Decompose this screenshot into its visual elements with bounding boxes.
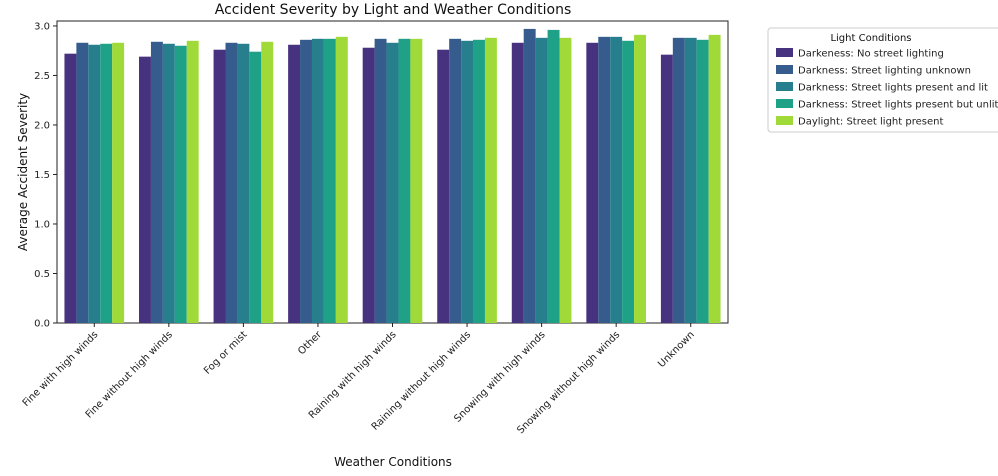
bar-series-1-cat-0 (76, 42, 89, 323)
legend-swatch-2 (776, 82, 793, 91)
bar-series-2-cat-0 (88, 44, 101, 323)
legend-frame (767, 27, 998, 133)
legend-swatch-4 (776, 116, 793, 125)
bar-series-3-cat-0 (100, 43, 113, 324)
bar-series-4-cat-4 (410, 38, 423, 323)
bar-series-4-cat-0 (112, 42, 125, 323)
y-tick-label-6: 3.0 (34, 21, 50, 32)
x-axis-label: Weather Conditions (334, 455, 452, 469)
bar-series-1-cat-5 (449, 38, 462, 323)
x-tick-label-4: Raining with high winds (307, 329, 399, 421)
bar-series-4-cat-3 (335, 36, 348, 324)
bar-series-0-cat-2 (213, 49, 226, 324)
bar-series-2-cat-2 (237, 43, 250, 324)
bar-series-1-cat-6 (523, 28, 536, 323)
bar-series-3-cat-5 (473, 39, 485, 324)
x-tick-label-0: Fine with high winds (21, 329, 101, 409)
x-tick-label-8: Unknown (656, 329, 697, 370)
plot-area: 0.0 0.5 1.0 1.5 2.0 2.5 3.0 Fine with high win… (21, 20, 729, 436)
bar-series-1-cat-4 (374, 38, 387, 323)
bar-series-2-cat-8 (684, 37, 697, 323)
x-tick-label-2: Fog or mist (202, 329, 250, 377)
y-tick-label-1: 0.5 (34, 269, 50, 280)
bar-series-0-cat-6 (511, 42, 524, 323)
bar-series-1-cat-7 (598, 36, 611, 324)
legend-title: Light Conditions (830, 33, 911, 44)
y-tick-label-5: 2.5 (34, 71, 50, 82)
legend-swatch-3 (776, 99, 793, 108)
bar-series-0-cat-5 (437, 49, 450, 324)
bar-series-3-cat-8 (696, 39, 709, 324)
bar-series-3-cat-6 (547, 29, 560, 323)
chart-title: Accident Severity by Light and Weather C… (215, 2, 572, 18)
bar-series-1-cat-1 (150, 41, 163, 323)
legend-items: Darkeness: No street lighting Darkness: S… (776, 48, 998, 128)
legend-swatch-0 (776, 48, 793, 57)
bar-series-3-cat-4 (398, 38, 411, 323)
y-axis-label: Average Accident Severity (16, 93, 30, 251)
bar-series-0-cat-8 (660, 54, 673, 324)
bar-series-4-cat-7 (634, 34, 646, 324)
bar-series-1-cat-3 (300, 39, 312, 324)
bar-series-3-cat-1 (174, 45, 187, 323)
y-tick-label-4: 2.0 (34, 120, 50, 131)
bar-series-0-cat-4 (362, 47, 375, 323)
bar-series-4-cat-8 (708, 34, 721, 324)
bar-series-3-cat-3 (323, 38, 336, 323)
bar-series-0-cat-3 (288, 44, 301, 323)
legend-swatch-1 (776, 65, 793, 74)
bar-series-1-cat-2 (225, 42, 238, 323)
x-tick-label-1: Fine without high winds (84, 329, 175, 420)
legend-label-0: Darkeness: No street lighting (798, 49, 944, 60)
bar-series-3-cat-2 (249, 51, 262, 323)
bar-series-2-cat-1 (162, 43, 175, 324)
legend-label-2: Darkness: Street lights present and lit (798, 83, 988, 94)
bar-series-4-cat-1 (186, 40, 199, 324)
bar-series-4-cat-5 (484, 37, 497, 323)
bar-series-2-cat-3 (311, 38, 324, 323)
bar-series-2-cat-5 (461, 40, 474, 324)
bars-layer (64, 28, 721, 324)
bar-series-2-cat-6 (535, 37, 548, 323)
legend: Light Conditions Darkeness: No street li… (767, 27, 998, 133)
y-tick-label-0: 0.0 (34, 319, 50, 330)
bar-series-3-cat-7 (622, 40, 635, 324)
bar-series-4-cat-6 (559, 37, 572, 323)
bar-series-0-cat-0 (64, 53, 77, 324)
legend-label-3: Darkness: Street lights present but unli… (798, 100, 998, 111)
bar-series-1-cat-8 (672, 37, 685, 323)
bar-series-2-cat-7 (610, 36, 623, 324)
x-tick-label-3: Other (296, 329, 324, 357)
bar-series-4-cat-2 (261, 41, 274, 323)
legend-label-1: Darkness: Street lighting unknown (798, 66, 971, 77)
y-tick-label-3: 1.5 (34, 170, 50, 181)
bar-series-0-cat-1 (139, 56, 151, 324)
y-tick-label-2: 1.0 (34, 219, 50, 230)
y-axis: 0.0 0.5 1.0 1.5 2.0 2.5 3.0 (34, 21, 57, 330)
legend-label-4: Daylight: Street light present (798, 117, 943, 128)
bar-series-2-cat-4 (386, 42, 399, 323)
bar-series-0-cat-7 (586, 42, 599, 323)
